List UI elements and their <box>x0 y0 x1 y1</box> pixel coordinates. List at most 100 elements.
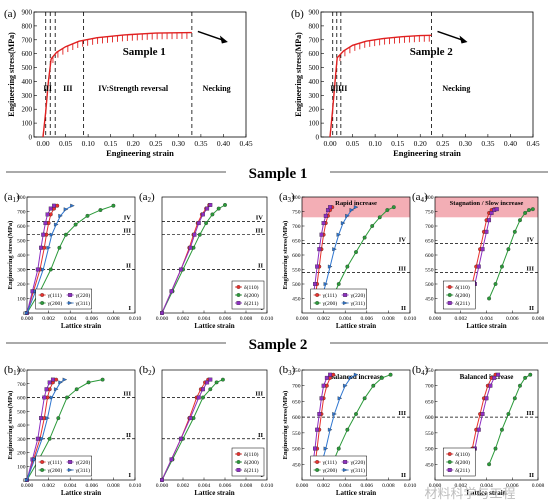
data-point <box>45 416 50 421</box>
x-tick-label: 0.006 <box>219 316 232 322</box>
y-tick-label: 800 <box>309 22 320 30</box>
legend-entry: γ(220) <box>350 292 366 299</box>
x-tick-label: 0.000 <box>21 316 34 322</box>
y-tick-label: 500 <box>22 64 33 72</box>
x-tick-label: 0.010 <box>261 316 274 322</box>
arrow-line <box>197 30 225 42</box>
data-point <box>236 468 241 472</box>
data-point <box>40 468 45 472</box>
x-tick-label: 0.30 <box>459 139 472 148</box>
panel-annotation: Balanced increase <box>329 373 383 381</box>
stage-label: III <box>526 265 534 272</box>
stage-label: III <box>526 410 534 417</box>
stage-label: II <box>46 84 52 93</box>
data-point <box>223 203 227 207</box>
data-point <box>204 221 209 226</box>
data-point <box>236 460 241 464</box>
y-tick-label: 800 <box>292 195 301 201</box>
y-tick-label: 700 <box>425 384 434 390</box>
stage-label: IV <box>124 215 132 222</box>
data-point <box>317 412 322 416</box>
stage-label: III <box>123 228 131 235</box>
y-tick-label: 450 <box>425 297 434 303</box>
y-tick-label: 0 <box>316 134 320 142</box>
y-tick-label: 200 <box>17 451 26 457</box>
x-tick-label: 0.010 <box>404 483 417 489</box>
lattice-chart-a1: 0.000 0.002 0.004 0.006 0.008 0.010 0 100 200 300… <box>4 191 141 330</box>
data-point <box>447 285 452 289</box>
x-tick-label: 0.40 <box>504 139 517 148</box>
legend-entry: γ(220) <box>75 459 91 466</box>
sample-annotation: Sample 2 <box>410 46 454 58</box>
data-point <box>331 372 336 377</box>
x-tick-label: 0.20 <box>414 139 427 148</box>
y-tick-label: 800 <box>22 22 33 30</box>
x-axis-label: Engineering strain <box>106 148 174 158</box>
stage-label: IV:Strength reversal <box>98 84 169 93</box>
panel-label: (a1) <box>4 191 20 204</box>
x-tick-label: 0.004 <box>64 483 77 489</box>
data-point <box>353 372 359 377</box>
data-point <box>220 377 225 382</box>
data-point <box>214 380 219 385</box>
series-line <box>312 374 331 465</box>
legend-entry: δ(211) <box>244 300 259 307</box>
legend-entry: δ(211) <box>455 300 470 307</box>
x-tick-label: 0.006 <box>86 483 99 489</box>
data-point <box>236 285 241 289</box>
y-tick-label: 200 <box>309 106 320 114</box>
data-point <box>354 250 358 255</box>
y-tick-label: 650 <box>292 399 301 405</box>
data-point <box>345 264 350 269</box>
x-tick-label: 0.10 <box>369 139 382 148</box>
data-point <box>208 203 213 207</box>
data-point <box>188 416 193 421</box>
data-point <box>196 395 201 400</box>
data-point <box>337 396 343 401</box>
x-tick-label: 0.35 <box>481 139 494 148</box>
data-point <box>43 221 48 226</box>
data-point <box>40 460 45 464</box>
lattice-chart-b1: 0.000 0.002 0.004 0.006 0.008 0.010 0 100 200 300… <box>4 364 141 497</box>
data-point <box>447 452 452 456</box>
data-point <box>42 245 47 250</box>
data-point <box>86 380 91 385</box>
series-line <box>314 374 334 465</box>
data-point <box>343 460 348 464</box>
data-point <box>35 267 40 272</box>
y-tick-label: 500 <box>292 282 301 288</box>
stress-curve <box>42 31 192 138</box>
legend-entry: δ(200) <box>455 459 470 466</box>
y-tick-label: 700 <box>425 224 434 230</box>
data-point <box>200 212 205 217</box>
data-point <box>52 203 56 208</box>
stage-label: IV <box>527 236 535 243</box>
y-tick-label: 600 <box>309 50 320 58</box>
data-point <box>315 468 320 472</box>
legend-entry: γ(311) <box>75 300 91 307</box>
y-axis-label: Engineering stress(MPa) <box>282 221 289 290</box>
y-tick-label: 750 <box>292 210 301 216</box>
stage-label: III <box>398 265 406 272</box>
data-point <box>100 377 105 382</box>
data-point <box>57 245 62 250</box>
legend-entry: γ(311) <box>75 467 91 474</box>
panel-label: (b) <box>291 8 304 20</box>
x-tick-label: 0.000 <box>296 483 309 489</box>
y-tick-label: 300 <box>17 268 26 274</box>
data-point <box>340 221 346 226</box>
arrow-head <box>459 35 468 44</box>
y-tick-label: 700 <box>309 36 320 44</box>
data-point <box>44 232 49 237</box>
data-point <box>489 210 494 215</box>
data-point <box>24 310 30 316</box>
y-tick-label: 600 <box>425 253 434 259</box>
top-panels: 0.00 0.05 0.10 0.15 0.20 0.25 0.30 0.35 0.40 0.45… <box>4 8 540 158</box>
data-point <box>321 221 326 226</box>
highlight-label: Stagnation / Slow increase <box>450 200 524 207</box>
x-tick-label: 0.15 <box>104 139 117 148</box>
panel-annotation: Balanced increase <box>460 373 514 381</box>
panel-label: (a) <box>4 8 17 20</box>
x-tick-label: 0.008 <box>532 483 545 489</box>
x-tick-label: 0.15 <box>391 139 404 148</box>
